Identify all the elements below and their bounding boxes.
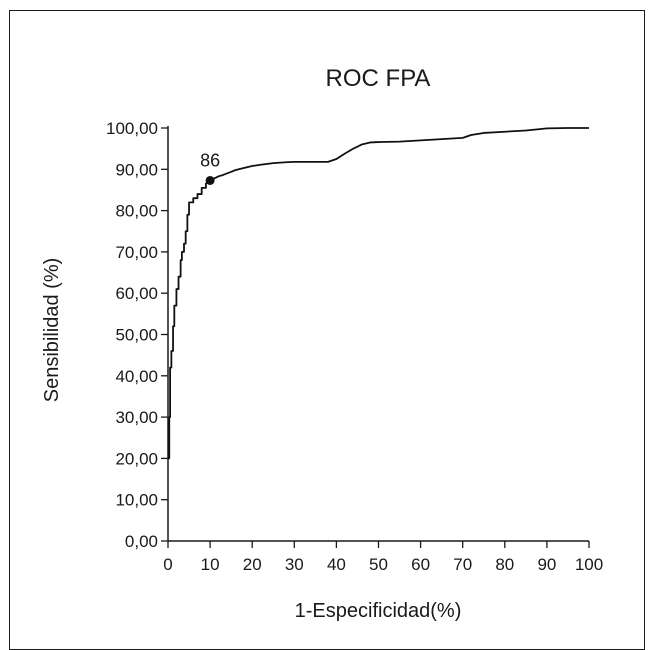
- highlight-point: [205, 175, 215, 185]
- y-tick-label: 40,00: [115, 367, 158, 386]
- x-ticks: 0 10 20 30 40 50 60 70 80 90 100: [163, 541, 603, 574]
- y-tick-label: 100,00: [106, 119, 158, 138]
- x-tick-label: 80: [495, 555, 514, 574]
- x-axis-label: 1-Especificidad(%): [295, 600, 462, 622]
- roc-curve-line: [168, 127, 589, 460]
- series-group: [168, 127, 589, 460]
- chart-title: ROC FPA: [326, 65, 431, 92]
- y-tick-label: 80,00: [115, 202, 158, 221]
- highlight-point-label: 86: [200, 150, 220, 170]
- x-tick-label: 40: [327, 555, 346, 574]
- y-tick-label: 30,00: [115, 408, 158, 427]
- y-tick-label: 20,00: [115, 449, 158, 468]
- x-tick-label: 0: [163, 555, 172, 574]
- axes: [167, 126, 589, 542]
- y-tick-label: 10,00: [115, 491, 158, 510]
- roc-chart: ROC FPA Sensibilidad (%) 1-Especificidad…: [41, 65, 603, 622]
- y-axis-label: Sensibilidad (%): [41, 258, 63, 403]
- chart-frame: [9, 10, 645, 650]
- x-tick-label: 10: [201, 555, 220, 574]
- y-tick-label: 50,00: [115, 326, 158, 345]
- y-tick-label: 90,00: [115, 160, 158, 179]
- y-tick-label: 0,00: [125, 532, 158, 551]
- y-tick-label: 60,00: [115, 284, 158, 303]
- y-ticks: 0,00 10,00 20,00 30,00 40,00 50,00 60,00 70,00 8…: [106, 119, 168, 551]
- x-tick-label: 70: [453, 555, 472, 574]
- highlight-group: 86: [200, 150, 220, 185]
- x-tick-label: 100: [575, 555, 603, 574]
- x-tick-label: 90: [537, 555, 556, 574]
- x-tick-label: 60: [411, 555, 430, 574]
- x-tick-label: 50: [369, 555, 388, 574]
- y-tick-label: 70,00: [115, 243, 158, 262]
- x-tick-label: 30: [285, 555, 304, 574]
- x-tick-label: 20: [243, 555, 262, 574]
